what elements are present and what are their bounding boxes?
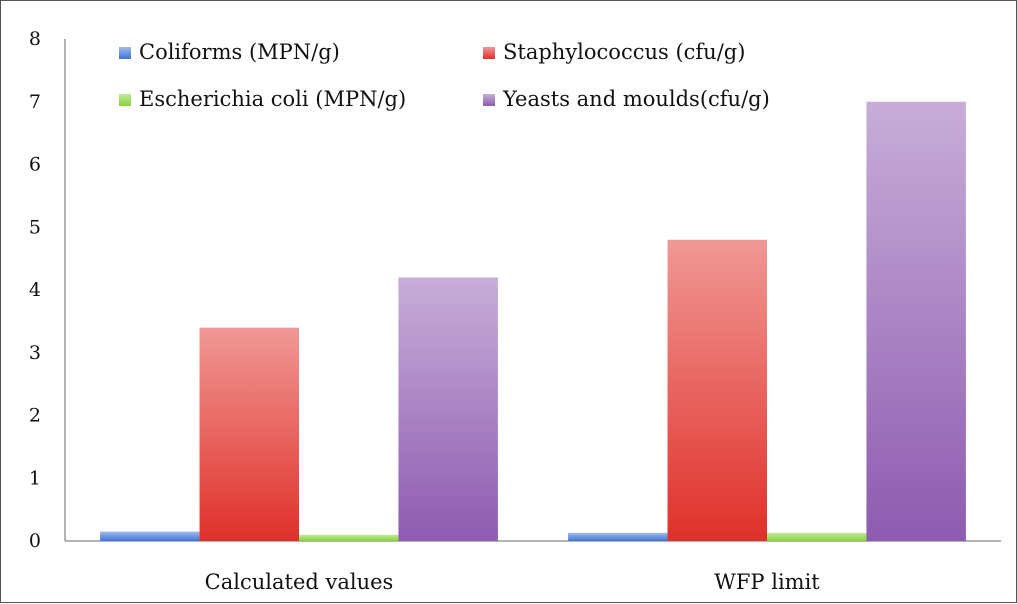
y-tick-label: 1 [29,467,41,489]
legend-swatch [483,47,495,59]
bars [100,101,966,542]
x-category-label: WFP limit [714,570,820,594]
bar-1-3 [866,101,966,541]
legend-label: Coliforms (MPN/g) [139,40,340,64]
legend: Coliforms (MPN/g) Staphylococcus (cfu/g) E… [119,40,770,111]
y-tick-label: 5 [29,216,41,238]
bar-0-2 [299,534,399,541]
legend-swatch [483,94,495,106]
y-tick-label: 6 [29,154,41,176]
y-tick-label: 0 [29,530,41,552]
legend-swatch [119,94,131,106]
bar-0-0 [100,531,200,541]
legend-label: Yeasts and moulds(cfu/g) [502,87,770,111]
bar-1-2 [767,532,867,541]
y-tick-label: 2 [29,405,41,427]
legend-swatch [119,47,131,59]
y-tick-label: 8 [29,28,41,50]
y-tick-labels: 0 1 2 3 4 5 6 7 8 [29,28,41,552]
y-tick-label: 4 [29,279,41,301]
legend-label: Staphylococcus (cfu/g) [503,40,745,64]
bar-0-1 [199,327,299,541]
y-tick-label: 7 [29,91,41,113]
bar-1-1 [667,239,767,542]
x-category-labels: Calculated values WFP limit [205,570,821,594]
y-tick-label: 3 [29,342,41,364]
bar-1-0 [568,532,668,541]
bar-0-3 [398,277,498,541]
x-category-label: Calculated values [205,570,394,594]
legend-label: Escherichia coli (MPN/g) [139,87,406,111]
